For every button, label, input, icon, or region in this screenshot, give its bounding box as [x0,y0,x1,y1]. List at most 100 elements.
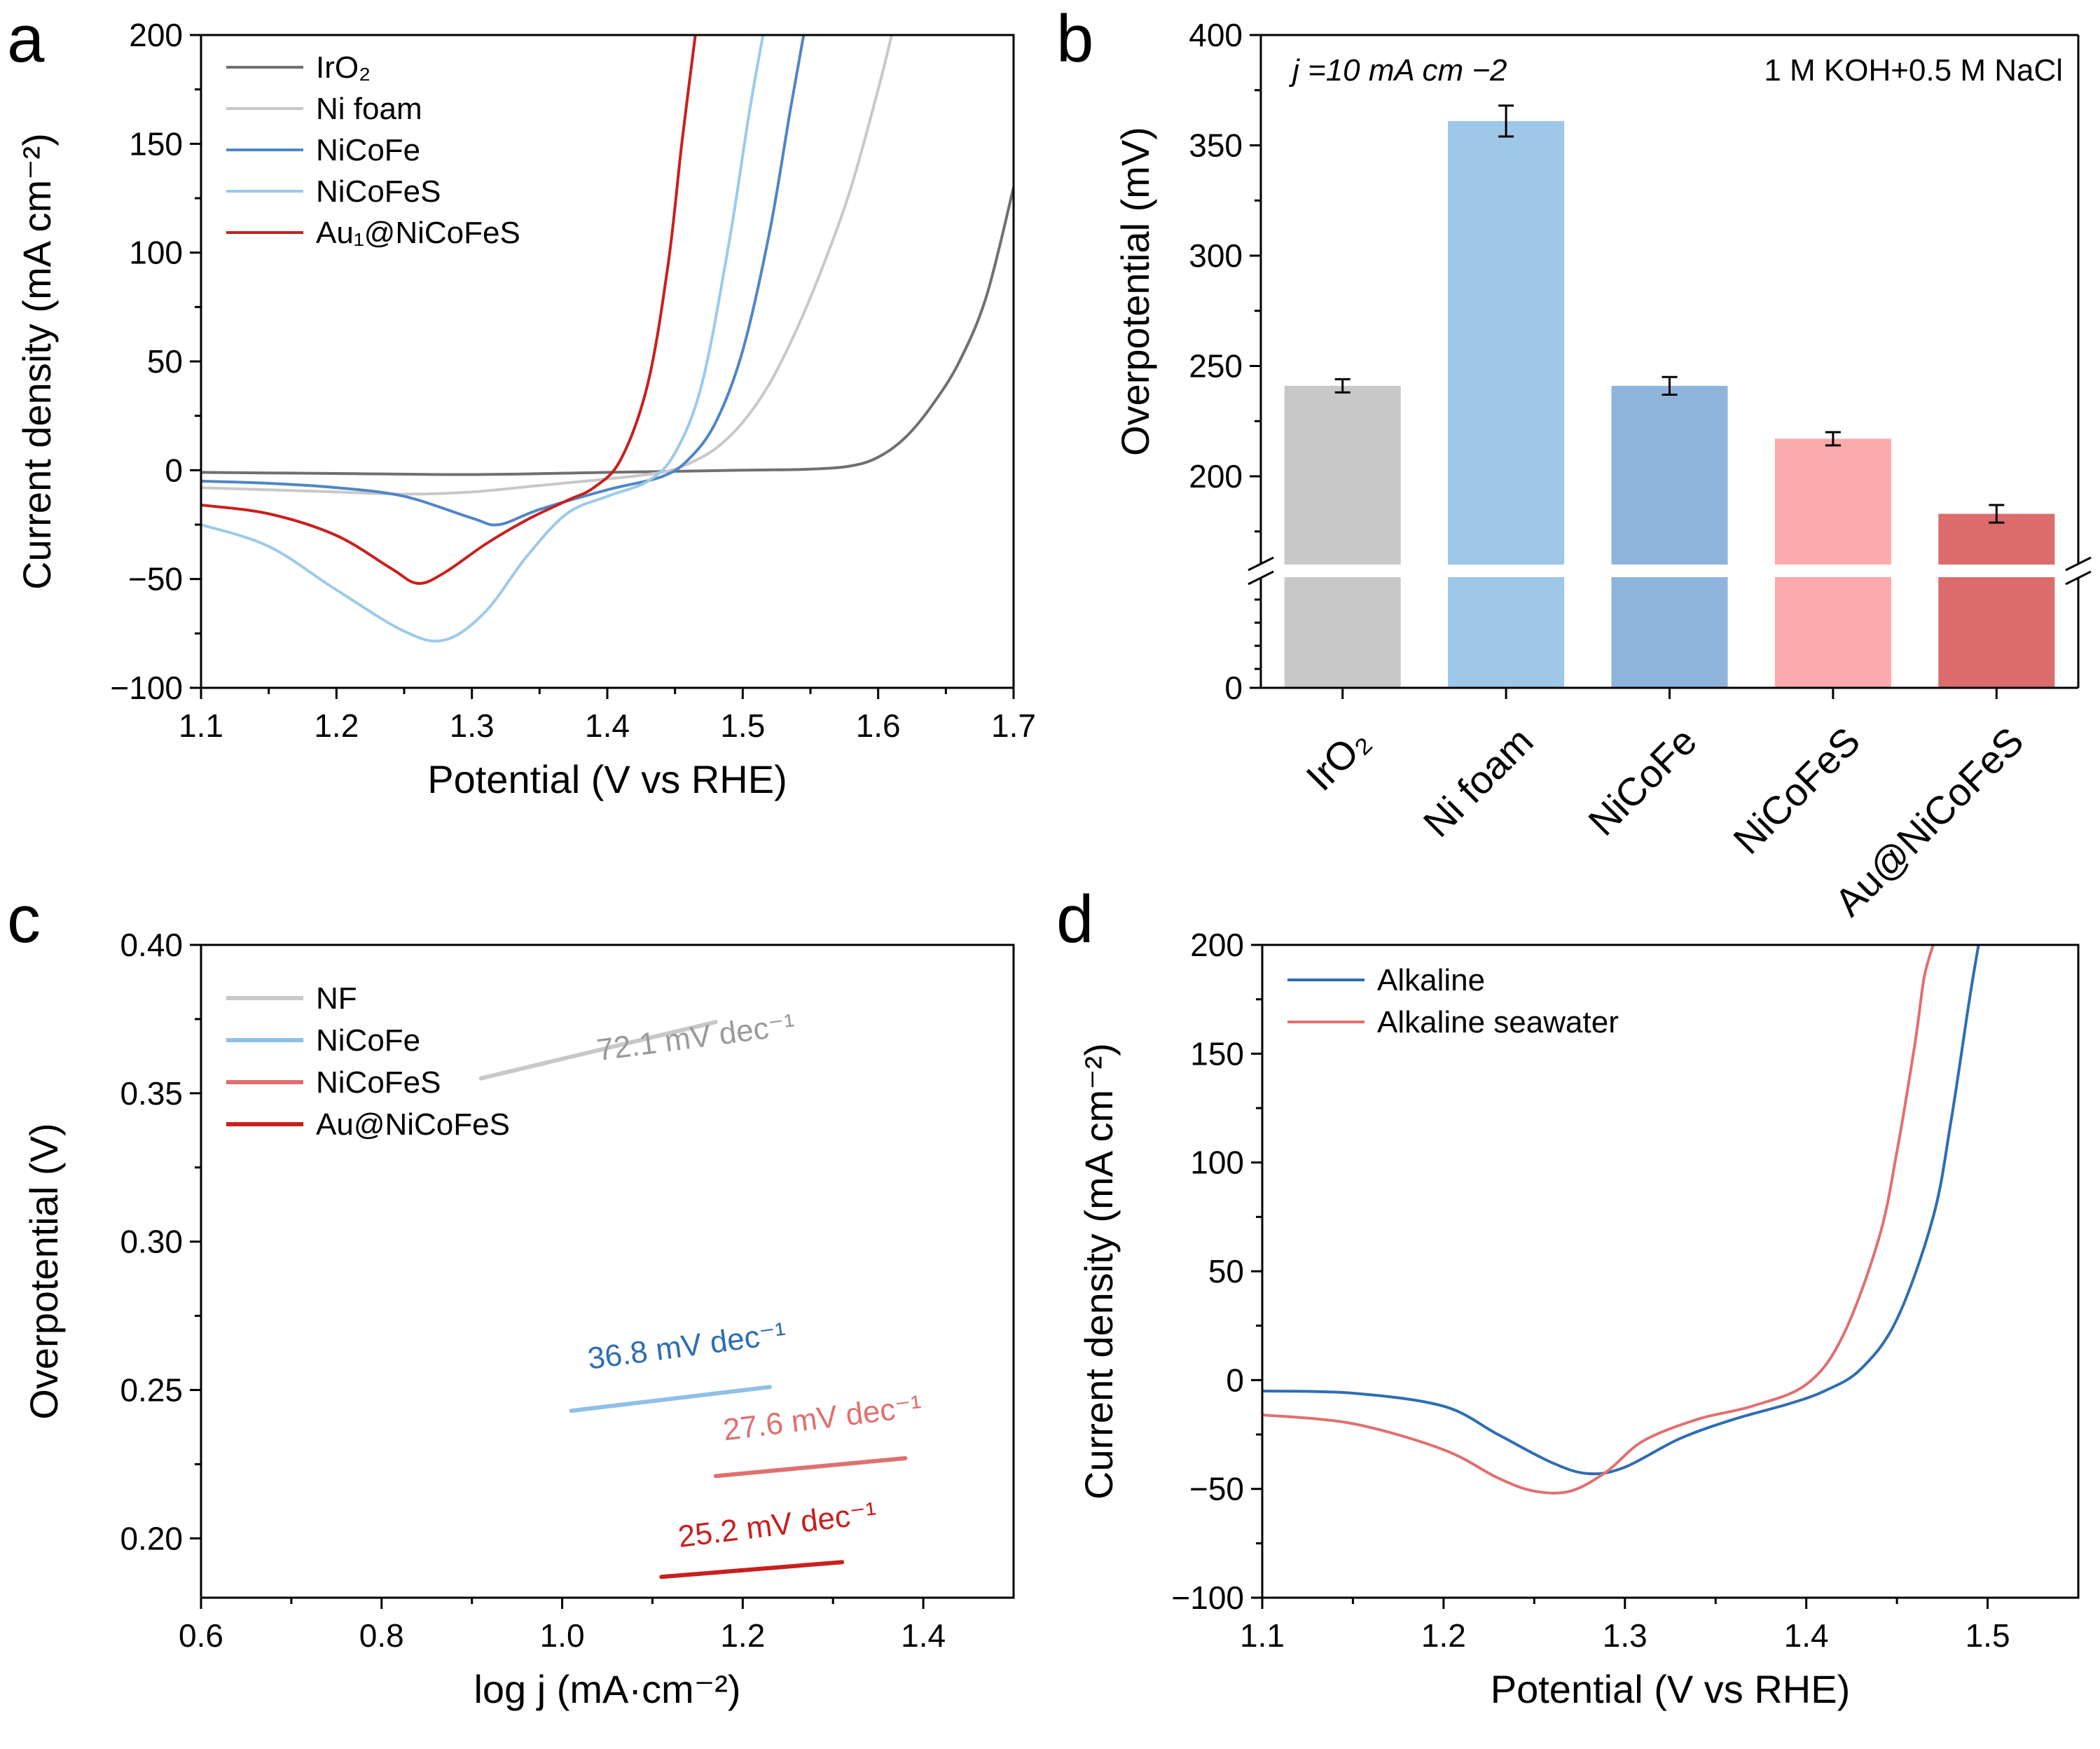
a-xtick-label: 1.2 [314,707,359,744]
c-xtick-label: 0.6 [179,1617,223,1654]
a-ylabel: Current density (mA cm⁻²) [15,133,59,590]
c-xtick-label: 1.2 [720,1617,765,1654]
a-legend-label-au-nicofes: Au₁@NiCoFeS [316,216,520,250]
d-xtick-label: 1.1 [1240,1617,1285,1654]
b-ytick-label: 0 [1224,670,1243,706]
d-ytick-label: 150 [1190,1035,1244,1072]
a-xtick-label: 1.5 [720,707,765,744]
a-legend-label-nicofe: NiCoFe [316,133,420,167]
b-bar-lower-au-nicofes [1938,577,2055,688]
b-bar-lower-iro [1284,577,1401,688]
a-series-ni-foam [201,35,893,496]
c-axes-frame [200,943,1015,1599]
c-slope-label-nicofes: 27.6 mV dec⁻¹ [721,1389,924,1447]
a-xtick-label: 1.1 [179,707,223,744]
a-legend-label-iro: IrO₂ [316,50,371,85]
c-ytick-label: 0.35 [120,1075,183,1112]
b-xtick-label-ni-foam: Ni foam [1415,719,1542,845]
c-xtick-label: 1.0 [540,1617,585,1654]
a-legend-label-nicofes: NiCoFeS [316,174,441,209]
panel-letter-b: b [1056,1,1093,76]
d-xtick-label: 1.4 [1784,1617,1829,1654]
b-bar-iro [1284,385,1401,565]
d-ytick-label: −100 [1171,1579,1244,1616]
d-xtick-label: 1.5 [1966,1617,2010,1654]
a-ytick-label: 150 [129,125,183,162]
b-bar-ni-foam [1448,120,1565,565]
b-bar-lower-nicofe [1611,577,1728,688]
d-xtick-label: 1.3 [1603,1617,1647,1654]
b-ytick-label: 250 [1189,348,1243,385]
a-series-au-nicofes [201,35,697,585]
c-legend-label-nicofes: NiCoFeS [316,1065,441,1100]
panel-a: 1.1 1.2 1.3 1.4 1.5 1.6 1.7 −100 −50 0 50 100 150 200… [15,17,1036,801]
a-xtick-label: 1.3 [450,707,495,744]
c-xtick-label: 0.8 [359,1617,404,1654]
panel-letter-d: d [1056,882,1093,957]
c-xtick-label: 1.4 [901,1617,946,1654]
c-legend-label-au-nicofes: Au@NiCoFeS [316,1107,510,1142]
c-xlabel: log j (mA·cm⁻²) [474,1667,740,1711]
b-xtick-label-nicofes: NiCoFeS [1725,719,1868,862]
b-bar-lower-nicofes [1774,577,1891,688]
d-ytick-label: 0 [1226,1362,1244,1398]
c-legend-label-nf: NF [316,981,357,1016]
a-ytick-label: −100 [110,670,183,706]
c-slope-label-au-nicofes: 25.2 mV dec⁻¹ [676,1496,878,1554]
d-legend-label-alkaline: Alkaline [1377,963,1485,997]
a-ytick-label: 50 [147,343,183,380]
panel-letter-c: c [7,882,41,957]
c-legend-label-nicofe: NiCoFe [316,1023,420,1058]
c-ytick-label: 0.30 [120,1224,183,1260]
c-series-nicofe [569,1385,772,1413]
d-series-alkaline-seawater [1262,945,1935,1495]
a-ytick-label: 100 [129,235,183,271]
a-series-nicofe [201,35,806,527]
a-series-iro [201,186,1014,476]
d-ytick-label: 50 [1208,1253,1244,1290]
d-legend-label-alkaline-seawater: Alkaline seawater [1377,1005,1619,1039]
b-annotation-electrolyte: 1 M KOH+0.5 M NaCl [1764,53,2063,88]
b-break-mark [1248,556,1274,572]
d-ytick-label: 100 [1190,1145,1244,1181]
d-ytick-label: 200 [1190,927,1244,963]
a-xtick-label: 1.6 [856,707,901,744]
b-break-mark [1248,570,1274,586]
panel-letter-a: a [7,1,45,76]
a-ytick-label: 0 [165,452,183,488]
panel-c: 0.6 0.8 1.0 1.2 1.4 0.20 0.25 0.30 0.35 0.40 log j… [22,927,1015,1711]
b-ylabel: Overpotential (mV) [1113,127,1157,456]
c-ytick-label: 0.20 [120,1520,183,1556]
c-ytick-label: 0.25 [120,1371,183,1408]
d-axes-frame [1261,943,2080,1599]
b-xtick-label-nicofe: NiCoFe [1580,719,1705,844]
a-xtick-label: 1.4 [585,707,630,744]
panel-b: IrO₂ Ni foam NiCoFe NiCoFeSAu@NiCoFeS200250… [1113,17,2092,925]
b-break-mark [2065,570,2092,586]
c-series-au-nicofes [659,1560,845,1579]
a-legend-label-ni-foam: Ni foam [316,92,422,126]
c-slope-label-nf: 72.1 mV dec⁻¹ [595,1007,797,1067]
d-xlabel: Potential (V vs RHE) [1491,1667,1851,1711]
a-ytick-label: −50 [128,561,183,597]
c-series-nicofes [713,1456,908,1479]
a-ytick-label: 200 [129,17,183,53]
d-ytick-label: −50 [1189,1471,1244,1507]
b-ytick-label: 350 [1189,127,1243,164]
b-bar-nicofe [1611,385,1728,565]
b-bar-nicofes [1774,438,1891,565]
c-ytick-label: 0.40 [120,927,183,963]
b-ytick-label: 200 [1189,458,1243,495]
c-series-nf [478,1020,718,1081]
c-slope-label-nicofe: 36.8 mV dec⁻¹ [586,1316,788,1376]
panel-d: 1.1 1.2 1.3 1.4 1.5 −100 −50 0 50 100 150 200 Potent… [1077,927,2080,1711]
b-xtick-label-iro: IrO₂ [1297,719,1378,799]
a-xtick-label: 1.7 [991,707,1036,744]
b-bar-lower-ni-foam [1448,577,1565,688]
a-series-nicofes [201,35,765,643]
a-xlabel: Potential (V vs RHE) [427,757,787,801]
b-break-mark [2065,556,2092,572]
d-series-alkaline [1262,945,1980,1476]
b-annotation-current-density: j =10 mA cm −2 [1289,53,1507,88]
